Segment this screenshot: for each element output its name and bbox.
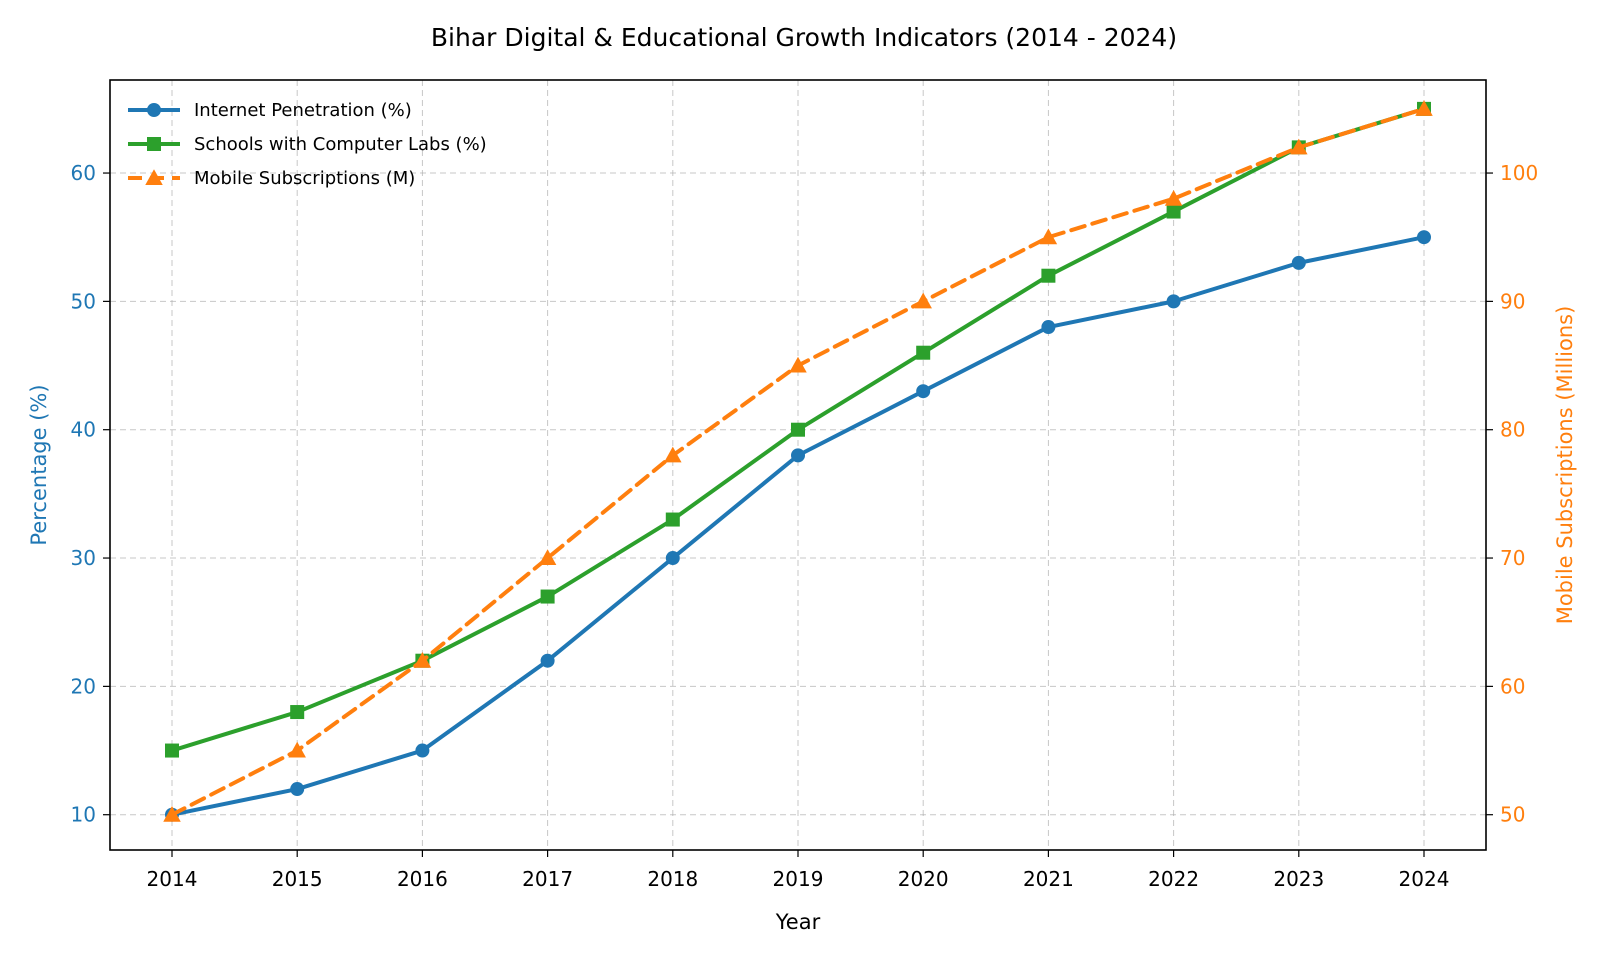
- series-2-point: [1041, 268, 1056, 283]
- series-3-point: [1290, 138, 1308, 155]
- series-2-point: [1166, 204, 1181, 219]
- series-2-point: [165, 743, 179, 758]
- series-1-point: [290, 782, 305, 797]
- legend-label: Mobile Subscriptions (M): [194, 168, 415, 189]
- legend-point: [145, 169, 163, 185]
- series-2-point: [791, 422, 805, 437]
- x-tick-label: 2020: [898, 867, 949, 891]
- series-layer: [163, 100, 1433, 822]
- series-3: [163, 100, 1433, 822]
- series-1-point: [916, 384, 931, 399]
- legend-item: Mobile Subscriptions (M): [128, 168, 415, 189]
- y-left-tick-label: 20: [71, 674, 96, 698]
- y-right-tick-label: 50: [1500, 803, 1525, 827]
- y-axis-left-label: Percentage (%): [27, 384, 51, 545]
- y-left-tick-label: 30: [71, 546, 96, 570]
- series-3-point: [413, 651, 432, 668]
- series-3-point: [288, 741, 306, 758]
- x-tick-label: 2014: [147, 867, 198, 891]
- series-1-point: [415, 743, 430, 758]
- series-2-point: [290, 705, 305, 720]
- x-tick-label: 2023: [1273, 867, 1324, 891]
- legend-item: Schools with Computer Labs (%): [128, 134, 487, 155]
- series-3-point: [914, 292, 932, 309]
- x-axis-label: Year: [775, 910, 821, 934]
- y-left-tick-label: 10: [71, 803, 96, 827]
- y-axis-right-label: Mobile Subscriptions (Millions): [1553, 306, 1577, 625]
- series-1-point: [791, 448, 805, 463]
- legend-point: [147, 137, 161, 151]
- series-2-point: [665, 512, 680, 527]
- series-1-point: [540, 653, 555, 668]
- y-right-tick-label: 90: [1500, 289, 1525, 313]
- series-3-point: [163, 805, 181, 822]
- series-3-point: [789, 356, 807, 373]
- y-left-tick-label: 40: [71, 418, 96, 442]
- series-3-point: [1415, 100, 1433, 116]
- legend-label: Schools with Computer Labs (%): [194, 134, 487, 155]
- grid-layer: [110, 80, 1486, 850]
- y-right-tick-label: 100: [1500, 161, 1538, 185]
- legend: Internet Penetration (%) Schools with Com…: [128, 100, 487, 189]
- x-tick-label: 2019: [773, 867, 824, 891]
- legend-item: Internet Penetration (%): [128, 100, 412, 121]
- series-1-point: [1166, 294, 1181, 309]
- series-1: [165, 230, 1431, 822]
- x-tick-label: 2017: [522, 867, 573, 891]
- ticks-layer: 2014 2015 2016 2017 2018 2019 2020 2021 2022 2023…: [71, 161, 1539, 891]
- series-1-point: [665, 551, 680, 566]
- series-1-point: [1041, 320, 1056, 335]
- chart-title: Bihar Digital & Educational Growth Indic…: [431, 23, 1177, 52]
- y-right-tick-label: 70: [1500, 546, 1525, 570]
- x-tick-label: 2021: [1023, 867, 1074, 891]
- series-2-point: [916, 345, 931, 360]
- series-1-point: [1417, 230, 1431, 245]
- y-left-tick-label: 50: [71, 289, 96, 313]
- series-2-point: [540, 589, 555, 604]
- legend-point: [147, 103, 161, 117]
- y-left-tick-label: 60: [71, 161, 96, 185]
- y-right-tick-label: 80: [1500, 418, 1525, 442]
- x-tick-label: 2018: [647, 867, 698, 891]
- legend-label: Internet Penetration (%): [194, 100, 412, 121]
- y-right-tick-label: 60: [1500, 674, 1525, 698]
- series-3-point: [1164, 189, 1183, 206]
- series-1-point: [1291, 255, 1306, 270]
- series-3-point: [664, 446, 682, 463]
- x-tick-label: 2015: [272, 867, 323, 891]
- x-tick-label: 2022: [1148, 867, 1199, 891]
- series-3-point: [538, 549, 557, 566]
- x-tick-label: 2024: [1399, 867, 1450, 891]
- x-tick-label: 2016: [397, 867, 448, 891]
- series-3-point: [1039, 228, 1058, 245]
